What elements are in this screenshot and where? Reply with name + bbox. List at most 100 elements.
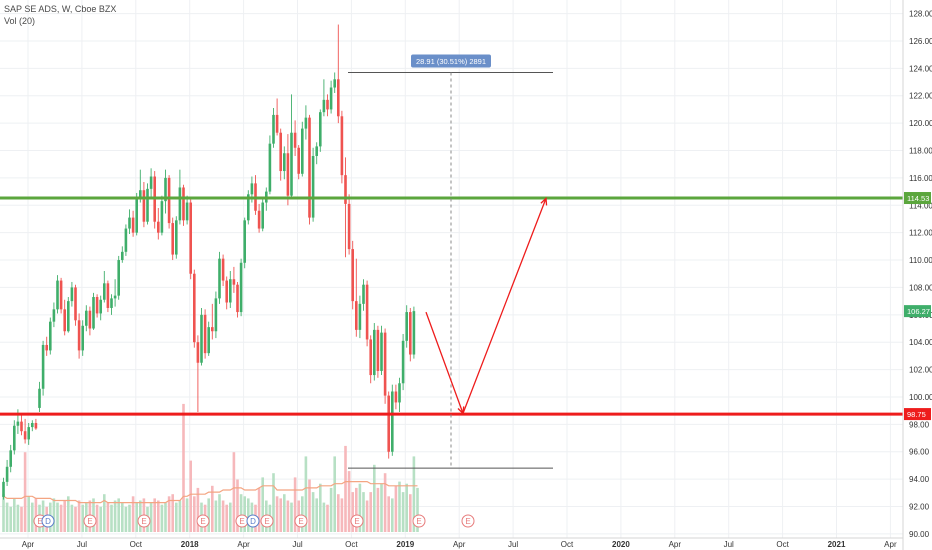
- projection-arrowhead-down: [457, 406, 465, 415]
- candle-body: [13, 425, 16, 451]
- price-tick-label: 90.00: [909, 530, 930, 539]
- candle-body: [38, 388, 41, 408]
- volume-bar: [31, 502, 34, 532]
- earnings-marker[interactable]: E: [196, 514, 210, 528]
- projection-path: [425, 198, 547, 416]
- volume-bar: [175, 502, 178, 532]
- candle-body: [185, 202, 189, 221]
- volume-bar: [106, 502, 110, 532]
- earnings-marker[interactable]: E: [461, 514, 475, 528]
- earnings-marker[interactable]: E: [412, 514, 426, 528]
- dividend-marker[interactable]: D: [246, 514, 260, 528]
- earnings-marker[interactable]: E: [235, 514, 249, 528]
- candle-body: [290, 132, 293, 196]
- earnings-marker[interactable]: E: [260, 514, 274, 528]
- candle: [337, 24, 340, 124]
- candle: [315, 142, 318, 165]
- candle: [247, 190, 250, 225]
- earnings-marker[interactable]: E: [83, 514, 97, 528]
- price-range-measure[interactable]: 28.91 (30.51%) 2891: [348, 54, 553, 469]
- candle: [85, 305, 88, 332]
- time-tick-label: Apr: [237, 540, 250, 549]
- candle-body: [344, 175, 347, 204]
- earnings-marker[interactable]: E: [350, 514, 364, 528]
- candle-body: [81, 325, 84, 351]
- volume-bar: [362, 492, 365, 532]
- candle: [135, 192, 138, 236]
- candle: [383, 328, 387, 404]
- candle-body: [149, 176, 153, 189]
- volume-bar: [304, 456, 308, 532]
- measure-label: 28.91 (30.51%) 2891: [416, 57, 486, 66]
- time-tick-label: Apr: [22, 540, 35, 549]
- candle: [131, 210, 135, 237]
- volume-bar: [171, 494, 174, 532]
- candle: [31, 420, 34, 432]
- candle: [369, 335, 372, 384]
- volume-bar: [5, 502, 9, 532]
- support-tag-background: [904, 408, 931, 421]
- volume-bar: [272, 473, 275, 532]
- marker-ring: [294, 514, 308, 528]
- volume-bar: [189, 460, 192, 532]
- volume-bar: [347, 471, 351, 532]
- candle-body: [207, 327, 210, 354]
- candle: [214, 291, 218, 339]
- volume-moving-average: [3, 481, 418, 504]
- earnings-marker[interactable]: E: [137, 514, 151, 528]
- candle-body: [63, 309, 66, 332]
- volume-bar: [261, 477, 264, 532]
- volume-bar: [182, 403, 185, 532]
- candle-body: [74, 287, 77, 321]
- candle: [326, 94, 329, 117]
- candle-body: [52, 309, 56, 322]
- time-tick-label: Apr: [453, 540, 466, 549]
- time-tick-label: Jul: [77, 540, 87, 549]
- candle: [380, 325, 383, 376]
- price-tick-label: 116.00: [909, 174, 932, 183]
- marker-letter: E: [416, 517, 421, 526]
- volume-ma-line: [3, 481, 418, 504]
- price-tick-label: 128.00: [909, 10, 932, 19]
- candle: [103, 271, 106, 303]
- candle-body: [412, 311, 416, 355]
- candle-body: [128, 217, 131, 229]
- time-axis[interactable]: Apr Jul Oct 2018 Apr Jul Oct 2019 Apr Jul Oct 2020 A…: [0, 537, 903, 549]
- candle: [149, 168, 153, 199]
- candle: [211, 303, 214, 340]
- horizontal-levels[interactable]: [0, 196, 903, 416]
- volume-bar: [16, 504, 20, 532]
- earnings-marker[interactable]: E: [294, 514, 308, 528]
- dividend-marker[interactable]: D: [41, 514, 55, 528]
- time-tick-label: 2018: [181, 540, 199, 549]
- candle-body: [41, 344, 45, 389]
- price-axis[interactable]: 90.00 92.00 94.00 96.00 98.00 100.00 102.00 104…: [902, 0, 932, 550]
- candle-body: [308, 117, 311, 218]
- candle-body: [229, 279, 232, 303]
- volume-bar: [376, 487, 380, 532]
- candle: [113, 279, 117, 307]
- candle-body: [193, 273, 196, 343]
- projection-arrow[interactable]: [425, 197, 548, 416]
- volume-bar: [358, 483, 362, 532]
- volume-bar: [178, 500, 182, 532]
- volume-bar: [20, 506, 23, 532]
- candle: [128, 209, 131, 235]
- candle: [225, 276, 228, 310]
- candle-body: [319, 112, 322, 147]
- candle: [365, 280, 369, 347]
- volume-bar: [167, 496, 171, 532]
- candle-body: [257, 210, 261, 229]
- volume-bar: [311, 492, 315, 532]
- candle-body: [239, 262, 243, 313]
- candle: [142, 182, 146, 228]
- volume-bar: [193, 496, 196, 532]
- volume-bar: [23, 452, 27, 532]
- candle: [243, 217, 246, 269]
- candle: [146, 183, 149, 225]
- price-tags: 114.53 106.27 98.75: [904, 192, 931, 421]
- volume-bar: [52, 498, 56, 532]
- marker-letter: E: [239, 517, 244, 526]
